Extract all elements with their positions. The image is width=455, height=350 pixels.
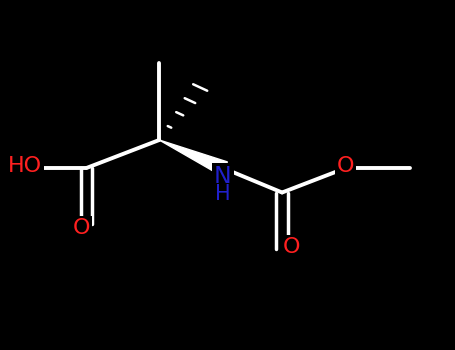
Text: O: O	[283, 237, 300, 257]
Text: HO: HO	[8, 156, 42, 176]
Text: O: O	[337, 156, 354, 176]
Text: O: O	[73, 217, 91, 238]
Text: N: N	[214, 165, 232, 189]
Polygon shape	[159, 140, 228, 174]
Text: H: H	[215, 184, 231, 204]
